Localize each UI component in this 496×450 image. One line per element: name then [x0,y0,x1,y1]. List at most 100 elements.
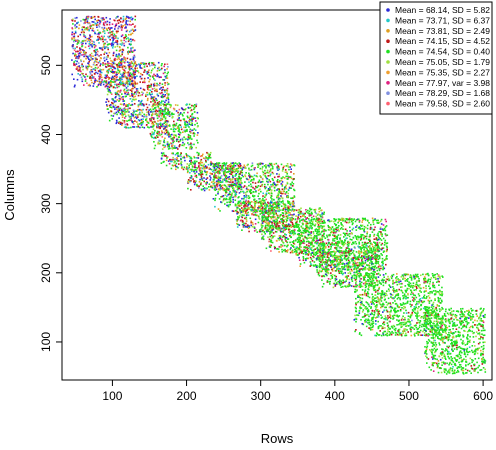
data-point [265,210,268,212]
data-point [237,201,240,204]
data-point [299,249,302,252]
data-point [171,160,173,163]
data-point [369,268,371,270]
data-point [317,258,320,261]
data-point [91,70,94,73]
data-point [140,77,143,80]
data-point [187,106,190,109]
data-point [81,65,83,67]
data-point [217,164,219,167]
data-point [293,240,295,242]
data-point [79,74,81,76]
data-point [154,129,156,132]
data-point [166,123,168,125]
data-point [181,167,183,169]
data-point [110,84,112,86]
data-point [177,155,179,157]
data-point [299,221,301,223]
data-point [302,259,305,261]
data-point [109,106,112,108]
data-point [287,210,290,212]
data-point [201,173,204,175]
data-point [290,210,293,212]
data-point [218,198,221,200]
data-point [243,191,245,194]
data-point [350,258,353,260]
data-point [306,257,308,260]
data-point [76,22,78,24]
data-point [111,31,113,33]
data-point [180,164,183,166]
data-point [281,200,284,203]
data-point [234,199,237,201]
data-point [269,193,271,195]
data-point [282,230,284,233]
data-point [300,226,303,229]
data-point [130,119,132,121]
data-point [132,58,134,61]
data-point [276,189,278,191]
data-point [112,99,114,101]
data-point [272,220,275,222]
data-point [241,207,243,209]
data-point [256,231,258,233]
data-point [303,232,305,234]
data-point [381,257,384,260]
data-point [166,63,169,65]
data-point [262,212,265,214]
data-point [333,250,335,253]
data-point [270,216,273,218]
data-point [345,258,347,260]
data-point [238,205,241,207]
data-point [96,53,99,56]
data-point [111,47,114,49]
data-point [287,200,289,202]
data-point [295,222,297,225]
data-point [112,54,115,57]
data-point [276,248,278,250]
data-point [209,162,212,165]
data-point [336,229,339,232]
data-point [300,225,303,228]
data-point [280,163,283,166]
data-point [305,240,308,243]
data-point [162,86,164,89]
data-point [126,123,128,125]
data-point [279,222,281,224]
data-point [179,138,182,141]
data-point [258,198,260,200]
data-point [175,138,178,141]
data-point [174,153,177,156]
data-point [151,111,154,114]
data-point [114,99,116,102]
data-point [94,32,96,35]
data-point [193,133,196,135]
data-point [281,170,284,172]
data-point [265,229,268,232]
data-point [279,214,282,216]
data-point [296,223,299,226]
data-point [322,254,325,257]
data-point [120,26,122,29]
data-point [374,251,376,253]
data-point [166,130,169,133]
data-point [120,73,122,75]
data-point [286,250,289,252]
data-point [320,220,322,222]
data-point [118,111,120,114]
data-point [294,232,296,235]
data-point [188,121,191,123]
data-point [213,176,216,178]
data-point [274,230,277,233]
data-point [269,170,272,173]
data-point [180,128,183,131]
data-point [160,68,162,71]
data-point [170,128,172,130]
data-point [292,241,294,243]
data-point [140,118,143,121]
data-point [164,69,166,71]
data-point [341,217,343,220]
data-point [352,237,355,239]
data-point [274,201,276,204]
data-point [133,26,136,28]
